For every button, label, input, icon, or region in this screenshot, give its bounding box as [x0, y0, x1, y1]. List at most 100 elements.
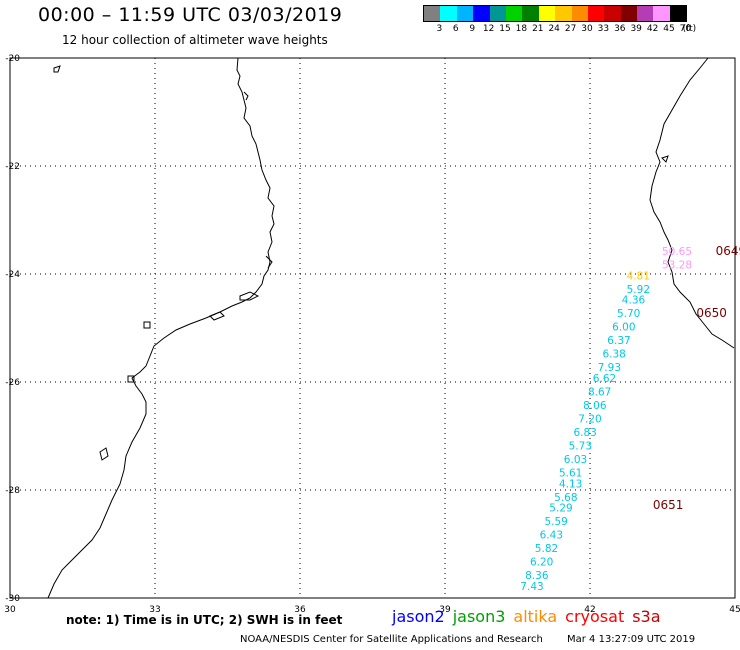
lake-shape-4 — [99, 447, 109, 461]
lon-tick-label: 42 — [584, 605, 595, 615]
pass-number: 0650 — [696, 306, 727, 320]
legend-label: 45 — [663, 24, 675, 34]
satellite-altika: altika — [513, 607, 558, 626]
legend-swatch — [653, 6, 670, 21]
madagascar-islet — [661, 155, 669, 163]
lake-shape-3 — [143, 321, 151, 329]
footer-note: note: 1) Time is in UTC; 2) SWH is in fe… — [66, 613, 343, 627]
legend-swatch — [669, 6, 687, 21]
swh-value: 4.13 — [559, 478, 582, 490]
swh-value: 4.36 — [622, 295, 646, 307]
legend-label: 12 — [482, 24, 495, 34]
lat-tick-label: -26 — [5, 378, 20, 388]
legend-swatch — [489, 6, 506, 21]
legend-swatch — [440, 6, 457, 21]
legend-label: 9 — [469, 24, 476, 34]
legend-label: (ft) — [682, 24, 697, 34]
madagascar-coastline — [649, 57, 735, 349]
legend-swatch — [522, 6, 539, 21]
legend-label: 18 — [515, 24, 528, 34]
legend-swatch — [473, 6, 490, 21]
swh-value: 6.38 — [602, 349, 625, 361]
satellite-list: jason2 jason3 altika cryosat s3a — [392, 607, 669, 626]
swh-value: 6.43 — [540, 530, 563, 542]
swh-value: 4.81 — [627, 270, 650, 282]
legend-swatch — [637, 6, 654, 21]
swh-value: 5.68 — [554, 492, 577, 504]
lake-shape-2 — [209, 311, 225, 321]
credit-line: NOAA/NESDIS Center for Satellite Applica… — [240, 634, 543, 645]
pass-labels: 0649 0650 0651 — [653, 244, 740, 512]
pass-number: 0651 — [653, 498, 684, 512]
legend-label: 24 — [548, 24, 560, 34]
swh-value: 5.29 — [549, 503, 572, 515]
swh-value: 6.00 — [612, 322, 635, 334]
swh-value: 7.43 — [520, 581, 543, 593]
lake-shape-1 — [239, 291, 260, 301]
swh-value: 50.65 — [662, 246, 692, 258]
africa-inlet-1 — [243, 91, 249, 101]
legend-label: 15 — [499, 24, 511, 34]
legend-label: 3 — [436, 24, 443, 34]
lat-tick-label: -20 — [5, 54, 20, 64]
lon-tick-label: 33 — [149, 605, 160, 615]
legend-swatch — [571, 6, 588, 21]
swh-value: 6.37 — [607, 335, 630, 347]
lon-tick-label: 39 — [439, 605, 451, 615]
lon-tick-label: 30 — [4, 605, 16, 615]
swh-value: 8.36 — [525, 570, 549, 582]
legend-swatch — [538, 6, 556, 21]
satellite-s3a: s3a — [632, 607, 661, 626]
legend-labels: 3 6 9 12 15 18 21 24 27 30 33 36 39 42 45 70 (ft) — [423, 22, 697, 36]
legend-swatch — [604, 6, 621, 21]
swh-value: 5.82 — [535, 543, 558, 555]
lon-tick-label: 36 — [294, 605, 306, 615]
legend-swatch — [555, 6, 572, 21]
swh-value: 6.62 — [593, 373, 616, 385]
legend-label: 70 — [679, 24, 692, 34]
swh-value: 8.67 — [588, 387, 611, 399]
generated-timestamp: Mar 4 13:27:09 UTC 2019 — [567, 634, 696, 645]
satellite-jason2: jason2 — [392, 607, 445, 626]
altimeter-observations: 50.6553.284.815.924.365.706.006.376.387.… — [520, 246, 692, 593]
lat-tick-label: -30 — [5, 594, 20, 604]
swh-value: 5.73 — [569, 441, 592, 453]
satellite-jason3: jason3 — [452, 607, 506, 626]
swh-value: 7.93 — [598, 362, 621, 374]
map-frame — [9, 57, 736, 599]
legend-swatches — [423, 5, 688, 22]
swh-value: 5.59 — [544, 516, 567, 528]
swh-value: 6.20 — [530, 557, 553, 569]
swh-value: 5.92 — [627, 284, 650, 296]
swh-value: 8.06 — [583, 400, 607, 412]
lat-tick-label: -24 — [5, 270, 20, 280]
lon-tick-label: 45 — [729, 605, 740, 615]
swh-value: 7.20 — [578, 414, 601, 426]
lat-tick-label: -22 — [5, 162, 20, 172]
legend-label: 30 — [581, 24, 593, 34]
legend-swatch — [620, 6, 638, 21]
swh-value: 5.61 — [559, 468, 582, 480]
africa-inlet-2 — [265, 255, 273, 269]
map-title: 00:00 – 11:59 UTC 03/03/2019 — [38, 4, 343, 26]
swh-value: 6.03 — [564, 454, 587, 466]
legend-label: 39 — [630, 24, 642, 34]
swh-value: 53.28 — [662, 260, 692, 272]
map-subtitle: 12 hour collection of altimeter wave hei… — [62, 33, 328, 47]
lake-shape-5 — [127, 375, 135, 383]
inland-lake-north — [53, 65, 61, 73]
color-legend: 3 6 9 12 15 18 21 24 27 30 33 36 39 42 45 70 (ft) — [423, 5, 697, 36]
legend-label: 33 — [597, 24, 610, 34]
coastline — [47, 57, 735, 599]
legend-label: 27 — [564, 24, 577, 34]
legend-label: 36 — [614, 24, 626, 34]
legend-swatch — [587, 6, 605, 21]
swh-value: 6.83 — [573, 427, 596, 439]
legend-label: 6 — [452, 24, 459, 34]
legend-label: 21 — [532, 24, 544, 34]
legend-swatch — [456, 6, 474, 21]
africa-coastline — [47, 57, 275, 599]
pass-number: 0649 — [716, 244, 740, 258]
